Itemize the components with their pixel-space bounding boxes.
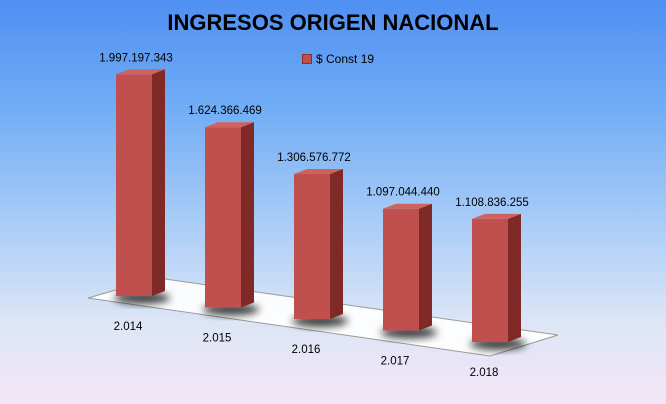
legend: $ Const 19 xyxy=(302,52,374,66)
bar-side xyxy=(152,69,165,296)
bar-front xyxy=(116,74,152,296)
bar-side xyxy=(330,168,343,319)
x-tick-label: 2.018 xyxy=(470,367,499,379)
bar-side xyxy=(508,213,521,342)
bar-top xyxy=(116,69,165,75)
data-label: 1.624.366.469 xyxy=(188,105,262,117)
bar-side xyxy=(419,203,432,331)
bar-front xyxy=(383,208,419,331)
bar-top xyxy=(205,122,254,128)
bar-front xyxy=(472,218,508,342)
x-tick-label: 2.016 xyxy=(292,344,321,356)
x-tick-label: 2.017 xyxy=(381,356,410,368)
data-label: 1.108.836.255 xyxy=(455,197,529,209)
data-label: 1.097.044.440 xyxy=(366,187,440,199)
bar-front xyxy=(294,173,330,319)
bar-side xyxy=(241,122,254,308)
bar-2.016 xyxy=(292,168,348,327)
bar-top xyxy=(472,213,521,219)
x-tick-label: 2.015 xyxy=(203,333,232,345)
legend-swatch xyxy=(302,54,312,64)
bar-2.018 xyxy=(470,213,526,350)
legend-label: $ Const 19 xyxy=(316,52,375,66)
bar-2.017 xyxy=(381,203,437,339)
chart-title: INGRESOS ORIGEN NACIONAL xyxy=(167,10,499,35)
data-label: 1.997.197.343 xyxy=(99,52,173,64)
bar-2.014 xyxy=(114,69,170,304)
bar-top xyxy=(383,203,432,209)
x-tick-label: 2.014 xyxy=(114,321,143,333)
data-label: 1.306.576.772 xyxy=(277,152,351,164)
bar-front xyxy=(205,127,241,308)
bar-top xyxy=(294,168,343,174)
bar-2.015 xyxy=(203,122,259,316)
